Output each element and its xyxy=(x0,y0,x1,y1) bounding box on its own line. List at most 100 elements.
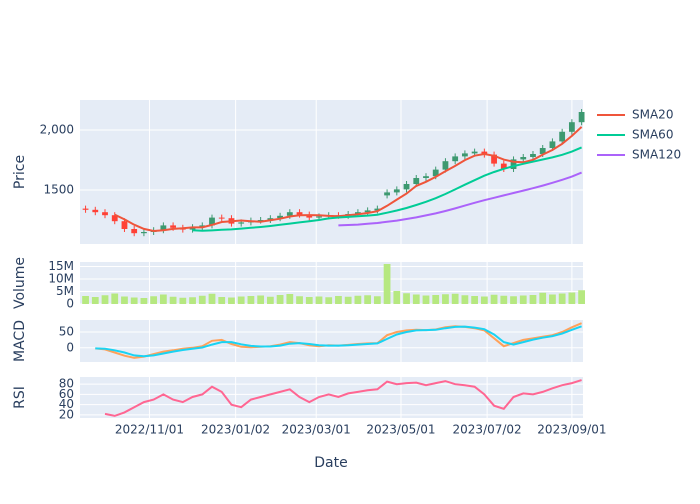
candle-body xyxy=(374,208,381,211)
volume-bar xyxy=(529,295,537,304)
y-tick-label: 2,000 xyxy=(40,123,74,137)
candle-body xyxy=(160,225,167,231)
candle-body xyxy=(131,229,138,234)
candle-body xyxy=(267,218,274,220)
volume-bar xyxy=(101,295,109,304)
volume-bar xyxy=(451,293,459,304)
line-series xyxy=(95,325,582,358)
candle-body xyxy=(92,209,99,213)
volume-bar xyxy=(549,294,556,304)
candle-body xyxy=(121,221,128,229)
candle-body xyxy=(364,210,371,213)
candle-body xyxy=(277,215,283,219)
volume-bar xyxy=(364,295,372,304)
candle-body xyxy=(102,212,108,216)
volume-bar xyxy=(305,297,313,304)
candle-body xyxy=(82,208,89,210)
candle-body xyxy=(423,176,429,178)
line-series xyxy=(192,146,582,232)
volume-bar xyxy=(519,295,527,304)
candle-body xyxy=(413,178,420,184)
volume-bar xyxy=(344,296,352,304)
volume-bar xyxy=(568,292,576,304)
x-axis-title: Date xyxy=(314,455,347,471)
volume-bar xyxy=(140,298,148,304)
y-axis-title: MACD xyxy=(12,320,28,362)
candle-body xyxy=(286,212,293,216)
candle-body xyxy=(238,222,245,224)
volume-bar xyxy=(276,295,284,304)
volume-bar xyxy=(490,294,498,304)
x-tick-label: 2023/05/01 xyxy=(366,423,435,437)
candle-body xyxy=(452,156,459,162)
volume-bar xyxy=(578,290,585,304)
y-axis-title: RSI xyxy=(12,386,28,409)
volume-bar xyxy=(189,297,196,304)
legend-label: SMA60 xyxy=(632,128,673,142)
candle-body xyxy=(510,159,517,169)
volume-bar xyxy=(247,296,255,304)
candle-body xyxy=(471,151,478,154)
candle-body xyxy=(539,148,546,154)
volume-bar xyxy=(208,293,216,304)
volume-bar xyxy=(461,295,469,304)
volume-bar xyxy=(315,296,323,304)
y-tick-label: 5M xyxy=(56,284,74,298)
y-axis-title: Price xyxy=(12,155,28,189)
candle-body xyxy=(111,215,118,222)
volume-bar xyxy=(480,296,488,304)
volume-bar xyxy=(412,294,420,304)
volume-bar xyxy=(111,293,119,304)
candle-body xyxy=(559,131,566,142)
y-tick-label: 60 xyxy=(59,387,74,401)
candle-body xyxy=(491,154,497,164)
volume-bar xyxy=(121,296,128,304)
volume-bar xyxy=(471,296,479,304)
volume-bar xyxy=(266,296,274,304)
candle-body xyxy=(578,112,585,123)
volume-bar xyxy=(354,295,362,304)
candle-body xyxy=(500,163,507,169)
candle-body xyxy=(170,225,176,228)
candle-body xyxy=(354,212,361,214)
volume-bar xyxy=(373,296,381,304)
candle-body xyxy=(461,153,468,157)
candle-body xyxy=(432,169,439,177)
candle-body xyxy=(141,232,147,234)
volume-bar xyxy=(218,297,226,304)
candle-body xyxy=(296,212,303,215)
candle-body xyxy=(568,122,575,132)
volume-bar xyxy=(442,294,449,304)
plot-background xyxy=(80,320,583,362)
volume-bar xyxy=(500,295,508,304)
volume-bar xyxy=(169,296,177,304)
volume-bar xyxy=(403,293,410,304)
y-tick-label: 15M xyxy=(48,259,74,273)
y-tick-label: 20 xyxy=(59,407,74,421)
y-axis-title: Volume xyxy=(12,257,28,309)
volume-bar xyxy=(130,297,138,304)
candle-body xyxy=(316,216,322,218)
volume-bar xyxy=(82,296,89,304)
y-tick-label: 1500 xyxy=(43,183,74,197)
volume-bar xyxy=(150,296,158,304)
volume-bar xyxy=(91,297,99,304)
candle-body xyxy=(549,141,556,148)
candle-body xyxy=(209,217,215,226)
y-tick-label: 0 xyxy=(66,340,74,354)
line-series xyxy=(104,379,582,417)
y-tick-label: 40 xyxy=(59,397,74,411)
volume-bar xyxy=(257,295,265,304)
volume-bar xyxy=(510,296,517,304)
legend-label: SMA20 xyxy=(632,108,673,122)
x-tick-label: 2022/11/01 xyxy=(115,423,184,437)
x-tick-label: 2023/03/01 xyxy=(282,423,351,437)
y-tick-label: 50 xyxy=(59,325,74,339)
candle-body xyxy=(403,184,410,190)
volume-bar xyxy=(558,293,566,304)
line-series xyxy=(338,171,582,227)
volume-bar xyxy=(325,297,333,304)
volume-bar xyxy=(198,295,206,304)
x-tick-label: 2023/09/01 xyxy=(537,423,606,437)
